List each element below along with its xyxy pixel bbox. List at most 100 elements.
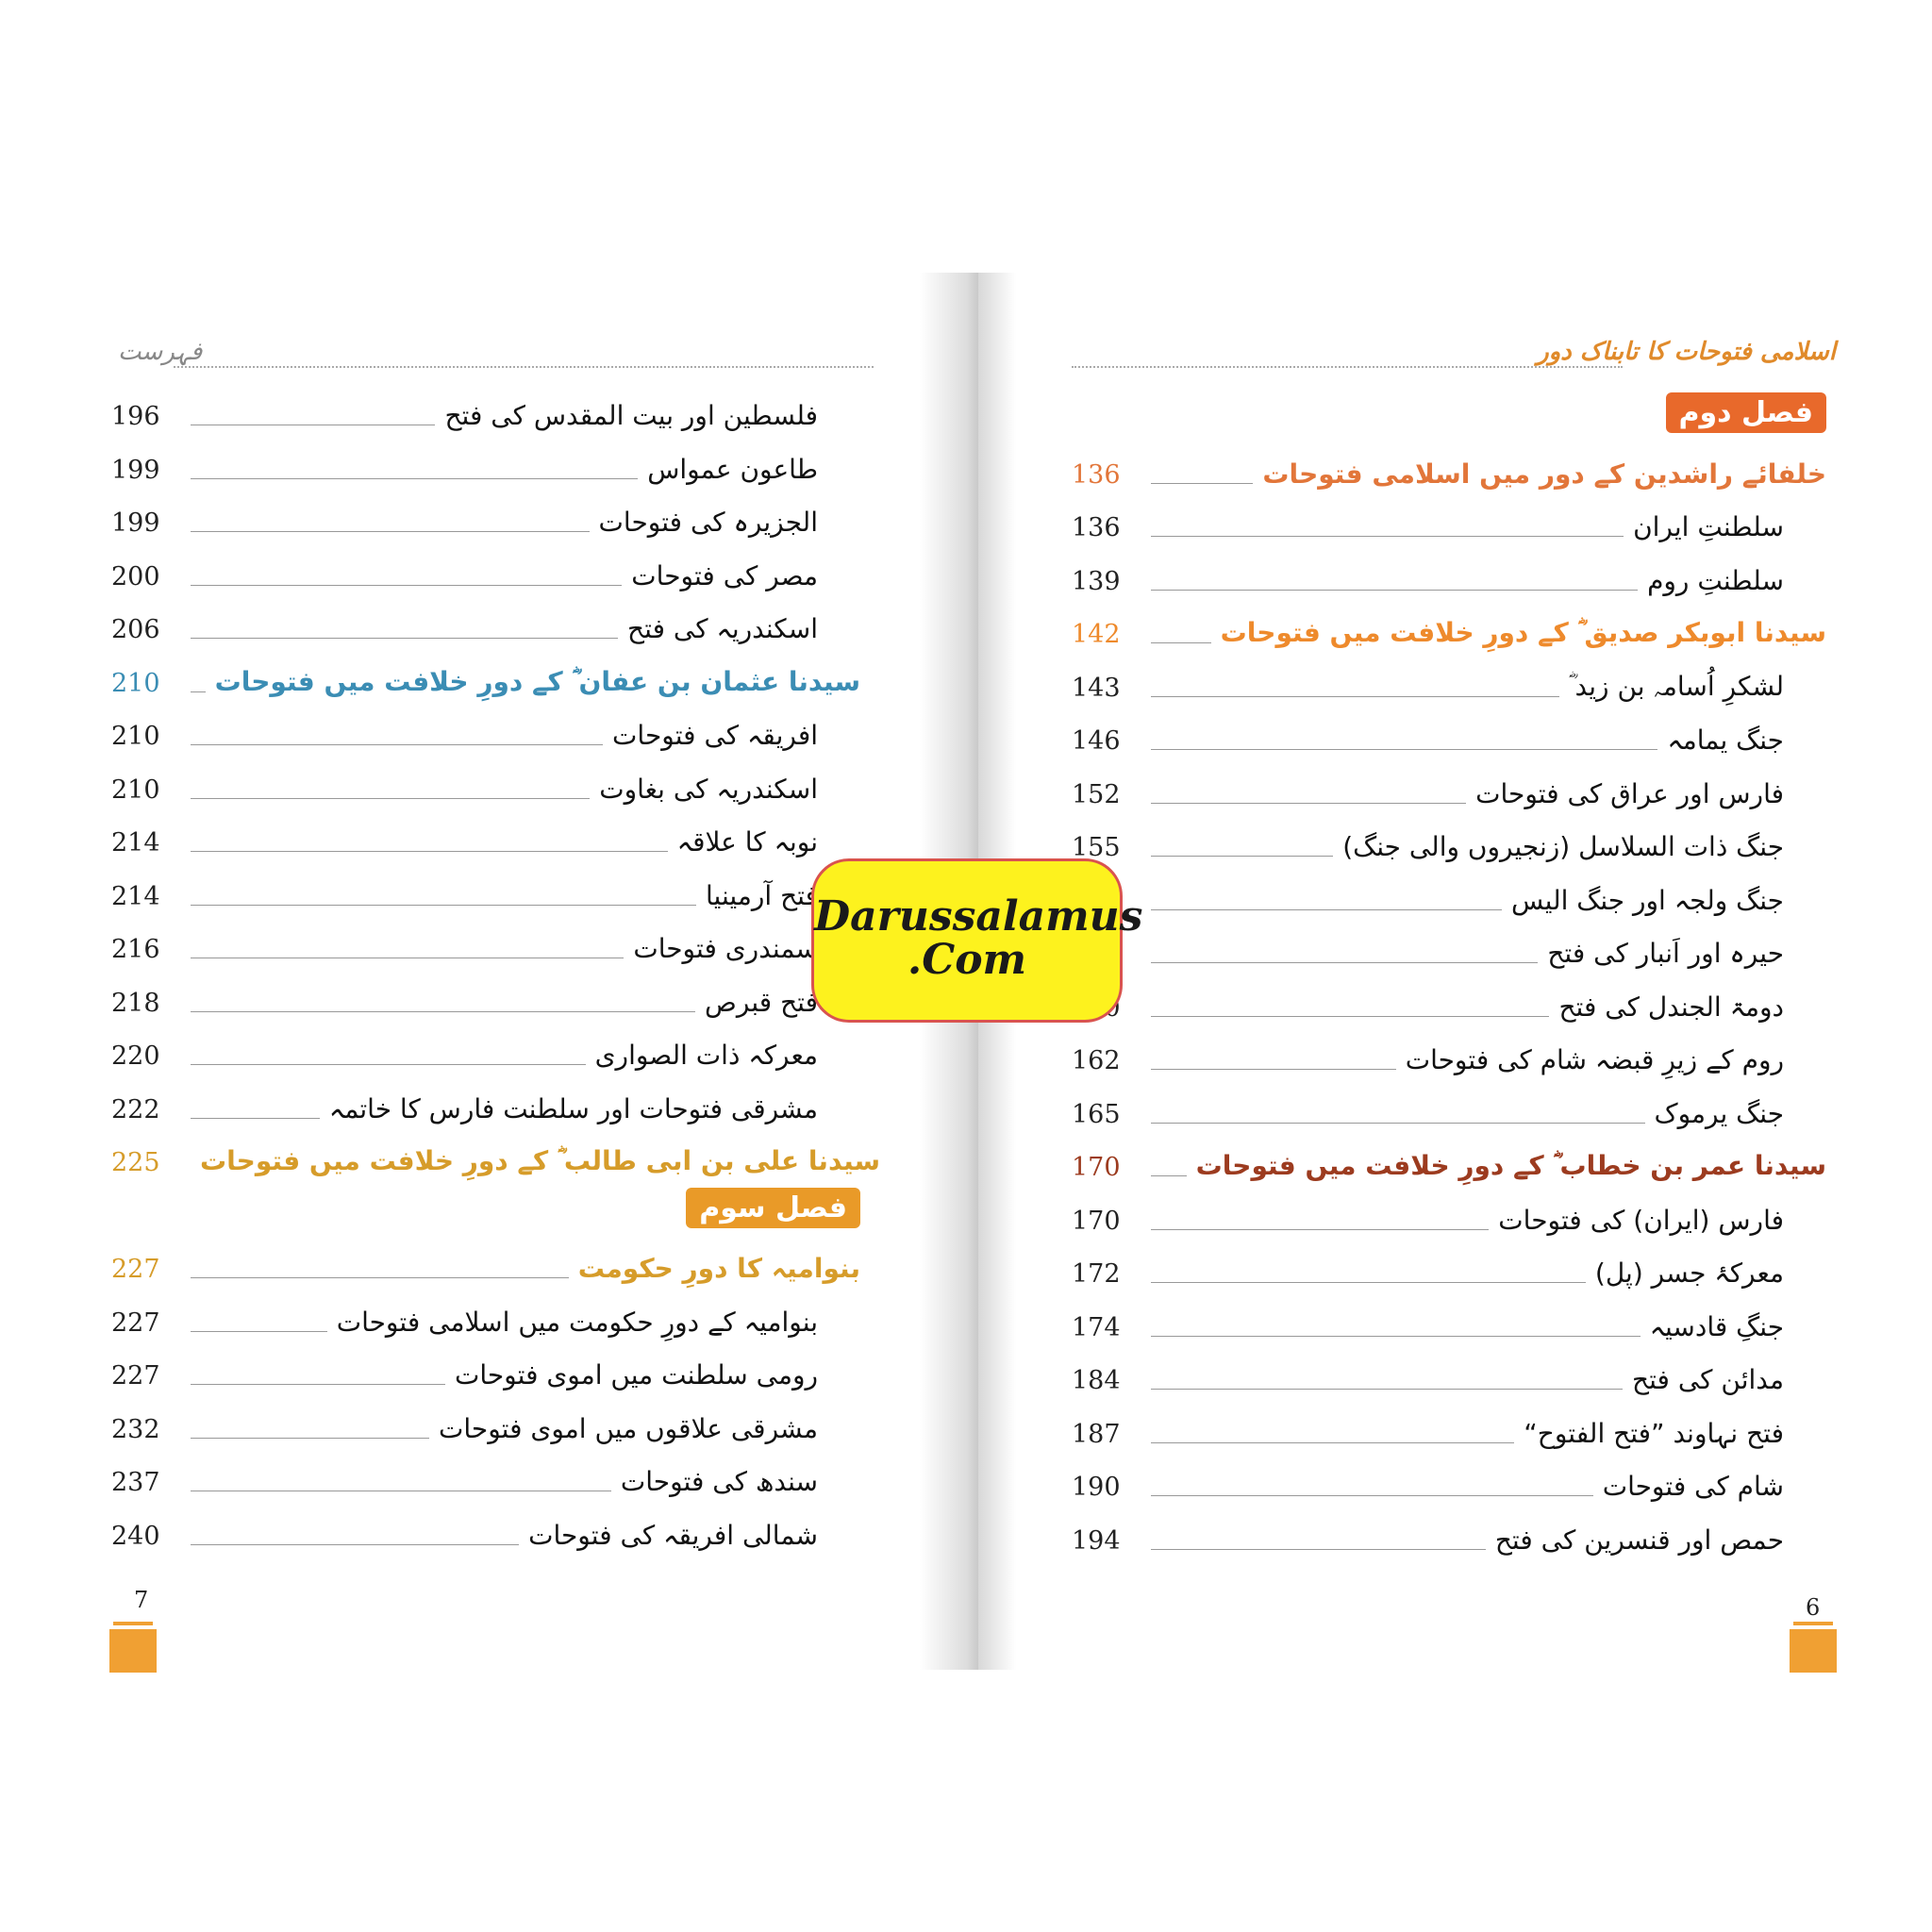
page-ref: 143 <box>1072 673 1121 703</box>
entry-title: الجزیرہ کی فتوحات <box>598 507 818 538</box>
entry-title: مشرقی علاقوں میں اموی فتوحات <box>439 1412 818 1444</box>
section-entry: 227 بنوامیہ کا دورِ حکومت <box>111 1237 860 1284</box>
toc-entry: 199 الجزیرہ کی فتوحات <box>111 491 818 538</box>
entry-title: فارس (ایران) کی فتوحات <box>1498 1204 1784 1236</box>
toc-entry: 190 شام کی فتوحات <box>1072 1455 1784 1502</box>
entry-title: فتح نہاوند ”فتح الفتوح“ <box>1524 1417 1784 1449</box>
entry-title: طاعون عمواس <box>647 453 818 485</box>
watermark-text: Darussalamus <box>814 892 1143 941</box>
page-ref: 210 <box>111 722 160 751</box>
leader-line <box>1151 1282 1586 1283</box>
entry-title: جنگ یمامہ <box>1667 724 1784 756</box>
page-ref: 184 <box>1072 1366 1121 1395</box>
page-ref: 214 <box>111 881 160 911</box>
entry-title: اسکندریہ کی فتح <box>627 613 818 644</box>
entry-title: جنگ ذات السلاسل (زنجیروں والی جنگ) <box>1342 831 1784 862</box>
leader-line <box>1151 1228 1490 1230</box>
leader-line <box>191 531 590 532</box>
toc-entry: 199 طاعون عمواس <box>111 438 818 485</box>
section-entry: 142 سیدنا ابوبکر صدیق ؓ کے دورِ خلافت میں… <box>1072 602 1826 649</box>
entry-title: نوبہ کا علاقہ <box>676 826 818 858</box>
toc-entry: 143 لشکرِ اُسامہ بن زید ؓ <box>1072 656 1784 703</box>
entry-title: جنگِ قادسیہ <box>1649 1310 1784 1342</box>
toc-entry: 136 سلطنتِ ایران <box>1072 495 1784 542</box>
page-header: فہرست <box>118 338 203 366</box>
page-ref: 227 <box>111 1361 160 1391</box>
page-ref: 142 <box>1072 620 1121 649</box>
page-ref: 232 <box>111 1414 160 1444</box>
leader-line <box>1151 1122 1645 1124</box>
page-header: اسلامی فتوحات کا تابناک دور <box>1537 338 1836 366</box>
entry-title: فارس اور عراق کی فتوحات <box>1475 777 1784 809</box>
toc-entry: 214 نوبہ کا علاقہ <box>111 810 818 858</box>
page-ref: 220 <box>111 1041 160 1071</box>
leader-line <box>1151 1548 1486 1550</box>
page-ref: 210 <box>111 774 160 805</box>
header-rule <box>174 366 874 368</box>
chapter-badge: فصل دوم <box>1665 392 1826 433</box>
entry-title: مصر کی فتوحات <box>631 559 818 591</box>
corner-block <box>1790 1625 1837 1673</box>
page-ref: 218 <box>111 988 160 1018</box>
leader-line <box>191 638 619 639</box>
section-entry: 136 خلفائے راشدین کے دور میں اسلامی فتوحا… <box>1072 442 1826 490</box>
section-entry: 210 سیدنا عثمان بن عفان ؓ کے دورِ خلافت م… <box>111 651 860 698</box>
leader-line <box>191 1330 327 1332</box>
entry-title: معرکہ ذات الصواری <box>594 1040 818 1071</box>
page-number: 7 <box>134 1587 149 1613</box>
page-ref: 139 <box>1072 566 1121 596</box>
entry-title: روم کے زیرِ قبضہ شام کی فتوحات <box>1405 1044 1784 1075</box>
leader-line <box>1151 1069 1396 1070</box>
entry-title: سیدنا عمر بن خطاب ؓ کے دورِ خلافت میں فت… <box>1195 1150 1826 1181</box>
page-ref: 199 <box>111 508 160 538</box>
toc-entry: 220 معرکہ ذات الصواری <box>111 1024 818 1071</box>
toc-entry: 227 رومی سلطنت میں اموی فتوحات <box>111 1343 818 1391</box>
page-ref: 190 <box>1072 1473 1121 1502</box>
leader-line <box>191 1543 520 1545</box>
leader-line <box>1151 695 1559 697</box>
page-ref: 136 <box>1072 513 1121 542</box>
toc-entry: 216 سمندری فتوحات <box>111 917 818 964</box>
toc-entry: 139 سلطنتِ روم <box>1072 549 1784 596</box>
leader-line <box>191 691 206 692</box>
leader-line <box>191 1437 429 1439</box>
page-ref: 170 <box>1072 1206 1121 1236</box>
toc-entry: 194 حمص اور قنسرین کی فتح <box>1072 1508 1784 1556</box>
toc-entry: 162 روم کے زیرِ قبضہ شام کی فتوحات <box>1072 1028 1784 1075</box>
watermark: Darussalamus .Com <box>811 858 1143 1023</box>
toc-entry: 206 اسکندریہ کی فتح <box>111 597 818 644</box>
watermark-text: .Com <box>907 936 1027 984</box>
header-rule <box>1072 366 1623 368</box>
entry-title: سیدنا عثمان بن عفان ؓ کے دورِ خلافت میں … <box>214 665 860 697</box>
entry-title: حمص اور قنسرین کی فتح <box>1494 1524 1784 1556</box>
entry-title: بنوامیہ کا دورِ حکومت <box>577 1253 860 1284</box>
leader-line <box>191 797 591 799</box>
leader-line <box>1151 908 1502 910</box>
entry-title: لشکرِ اُسامہ بن زید ؓ <box>1568 670 1784 702</box>
leader-line <box>1151 482 1254 484</box>
entry-title: سمندری فتوحات <box>633 933 818 964</box>
entry-title: مدائن کی فتح <box>1632 1364 1784 1395</box>
toc-entry: 237 سندھ کی فتوحات <box>111 1450 818 1497</box>
entry-title: فتح قبرص <box>705 986 818 1018</box>
toc-entry: 214 فتح آرمینیا <box>111 864 818 911</box>
section-entry: 170 سیدنا عمر بن خطاب ؓ کے دورِ خلافت میں… <box>1072 1135 1826 1182</box>
page-ref: 214 <box>111 828 160 858</box>
page-ref: 162 <box>1072 1046 1121 1075</box>
toc-entry: 146 جنگ یمامہ <box>1072 708 1784 756</box>
page-ref: 170 <box>1072 1153 1121 1182</box>
leader-line <box>191 1010 696 1012</box>
page-ref: 194 <box>1072 1525 1121 1556</box>
entry-title: خلفائے راشدین کے دور میں اسلامی فتوحات <box>1262 458 1826 490</box>
entry-title: فتح آرمینیا <box>706 879 818 911</box>
entry-title: مشرقی فتوحات اور سلطنت فارس کا خاتمہ <box>328 1092 818 1124</box>
page-ref: 199 <box>111 455 160 485</box>
leader-line <box>1151 1389 1624 1390</box>
leader-line <box>1151 749 1658 750</box>
leader-line <box>191 584 623 586</box>
leader-line <box>1151 1335 1641 1337</box>
leader-line <box>191 1064 586 1065</box>
entry-title: معرکۂ جسر (پل) <box>1594 1257 1784 1289</box>
page-ref: 152 <box>1072 779 1121 809</box>
